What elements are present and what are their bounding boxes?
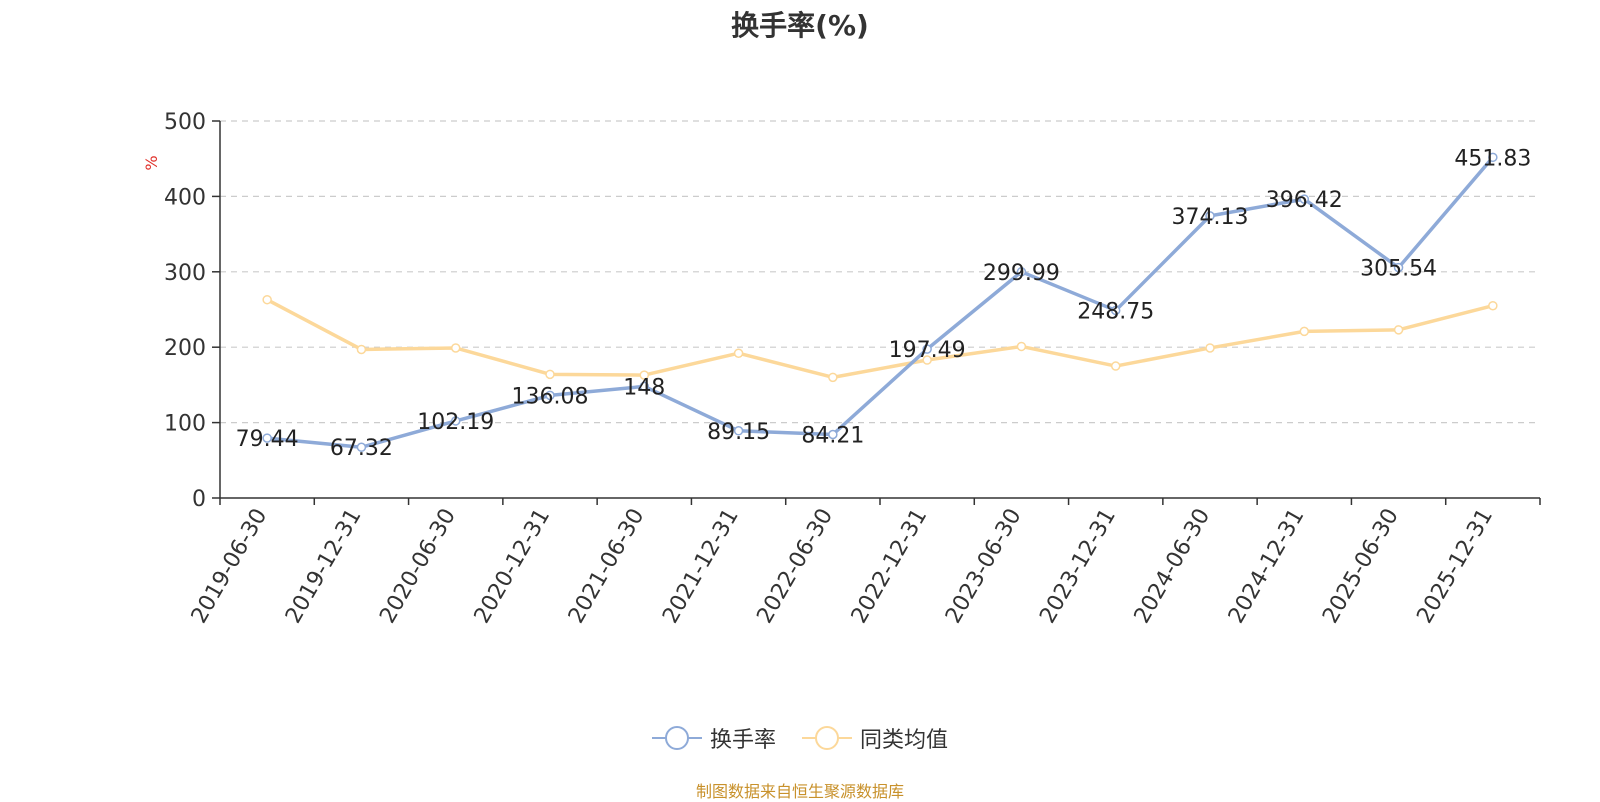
x-tick-label: 2023-06-30: [941, 505, 1027, 628]
data-label: 89.15: [707, 420, 770, 445]
point-peer-average: [1205, 343, 1215, 353]
point-peer-average: [733, 348, 744, 358]
data-label: 102.19: [417, 410, 494, 435]
y-tick-label: 100: [164, 412, 206, 437]
y-tick-label: 0: [192, 487, 206, 512]
point-turnover: [828, 429, 838, 440]
legend-line-circle-icon: [802, 726, 852, 750]
x-tick-label: 2025-12-31: [1412, 505, 1498, 628]
point-turnover: [639, 381, 650, 392]
point-turnover: [1488, 152, 1498, 163]
data-label: 451.83: [1454, 146, 1531, 171]
data-label: 305.54: [1360, 257, 1437, 282]
point-turnover: [1205, 211, 1215, 221]
point-turnover: [262, 433, 272, 443]
y-tick-label: 400: [164, 185, 206, 210]
axes: [212, 120, 1541, 505]
x-tick-label: 2023-12-31: [1035, 505, 1121, 628]
point-peer-average: [1393, 325, 1404, 335]
data-label: 299.99: [983, 261, 1060, 286]
data-label: 248.75: [1077, 299, 1154, 324]
point-turnover: [1299, 194, 1310, 204]
legend-label-peer-average: 同类均值: [860, 728, 949, 753]
x-tick-label: 2024-06-30: [1130, 505, 1216, 628]
data-labels: 79.44 67.32 102.19 136.08 148 89.15 84.21 197.4…: [236, 146, 1532, 461]
legend-line-circle-icon: [651, 726, 702, 750]
point-turnover: [733, 426, 744, 436]
point-turnover: [545, 390, 555, 401]
point-turnover: [922, 344, 932, 354]
point-peer-average: [356, 344, 367, 355]
data-label: 67.32: [330, 436, 393, 461]
point-turnover: [1393, 262, 1404, 273]
x-tick-label: 2021-12-31: [658, 505, 744, 628]
x-tick-label: 2020-12-31: [470, 505, 556, 628]
data-label: 374.13: [1172, 205, 1249, 230]
x-tick-label: 2022-12-31: [847, 504, 933, 627]
x-tick-label: 2019-06-30: [187, 505, 273, 628]
data-label: 84.21: [801, 424, 864, 449]
point-peer-average: [1488, 300, 1498, 311]
point-turnover: [356, 442, 367, 452]
y-axis-label: %: [142, 155, 161, 170]
data-label: 396.42: [1266, 188, 1343, 213]
series-points: [262, 152, 1498, 452]
point-peer-average: [1110, 361, 1121, 371]
legend-item-peer-average[interactable]: 同类均值: [802, 722, 948, 754]
point-turnover: [1016, 267, 1027, 277]
series-line-peer-average: [266, 298, 1494, 380]
legend: 换手率 同类均值: [0, 722, 1600, 754]
x-tick-label: 2021-06-30: [564, 505, 650, 628]
point-turnover: [1110, 305, 1121, 316]
data-label: 148: [623, 375, 665, 400]
point-peer-average: [922, 355, 932, 365]
point-peer-average: [639, 370, 650, 380]
series-line-turnover: [266, 156, 1495, 449]
data-label: 136.08: [512, 384, 589, 409]
y-tick-label: 500: [164, 110, 206, 135]
point-peer-average: [828, 372, 838, 383]
legend-item-turnover[interactable]: 换手率: [651, 722, 776, 754]
x-tick-label: 2020-06-30: [375, 505, 461, 628]
x-tick-label: 2024-12-31: [1224, 505, 1310, 628]
source-footer: 制图数据来自恒生聚源数据库: [695, 782, 904, 801]
y-tick-label: 300: [164, 261, 206, 286]
point-peer-average: [1299, 326, 1310, 337]
data-label: 197.49: [889, 338, 966, 363]
point-peer-average: [450, 343, 461, 353]
x-tick-label: 2019-12-31: [281, 505, 367, 628]
chart-title: 换手率(%): [731, 9, 869, 42]
point-peer-average: [1016, 341, 1027, 352]
data-label: 79.44: [236, 427, 299, 452]
grid-lines: [220, 120, 1540, 424]
y-tick-label: 200: [164, 336, 206, 361]
legend-label-turnover: 换手率: [709, 728, 776, 753]
point-peer-average: [545, 369, 555, 380]
series-lines: [266, 156, 1495, 449]
x-tick-label: 2025-06-30: [1318, 505, 1404, 628]
x-tick-label: 2022-06-30: [752, 505, 838, 628]
point-peer-average: [262, 294, 272, 305]
point-turnover: [450, 416, 461, 426]
